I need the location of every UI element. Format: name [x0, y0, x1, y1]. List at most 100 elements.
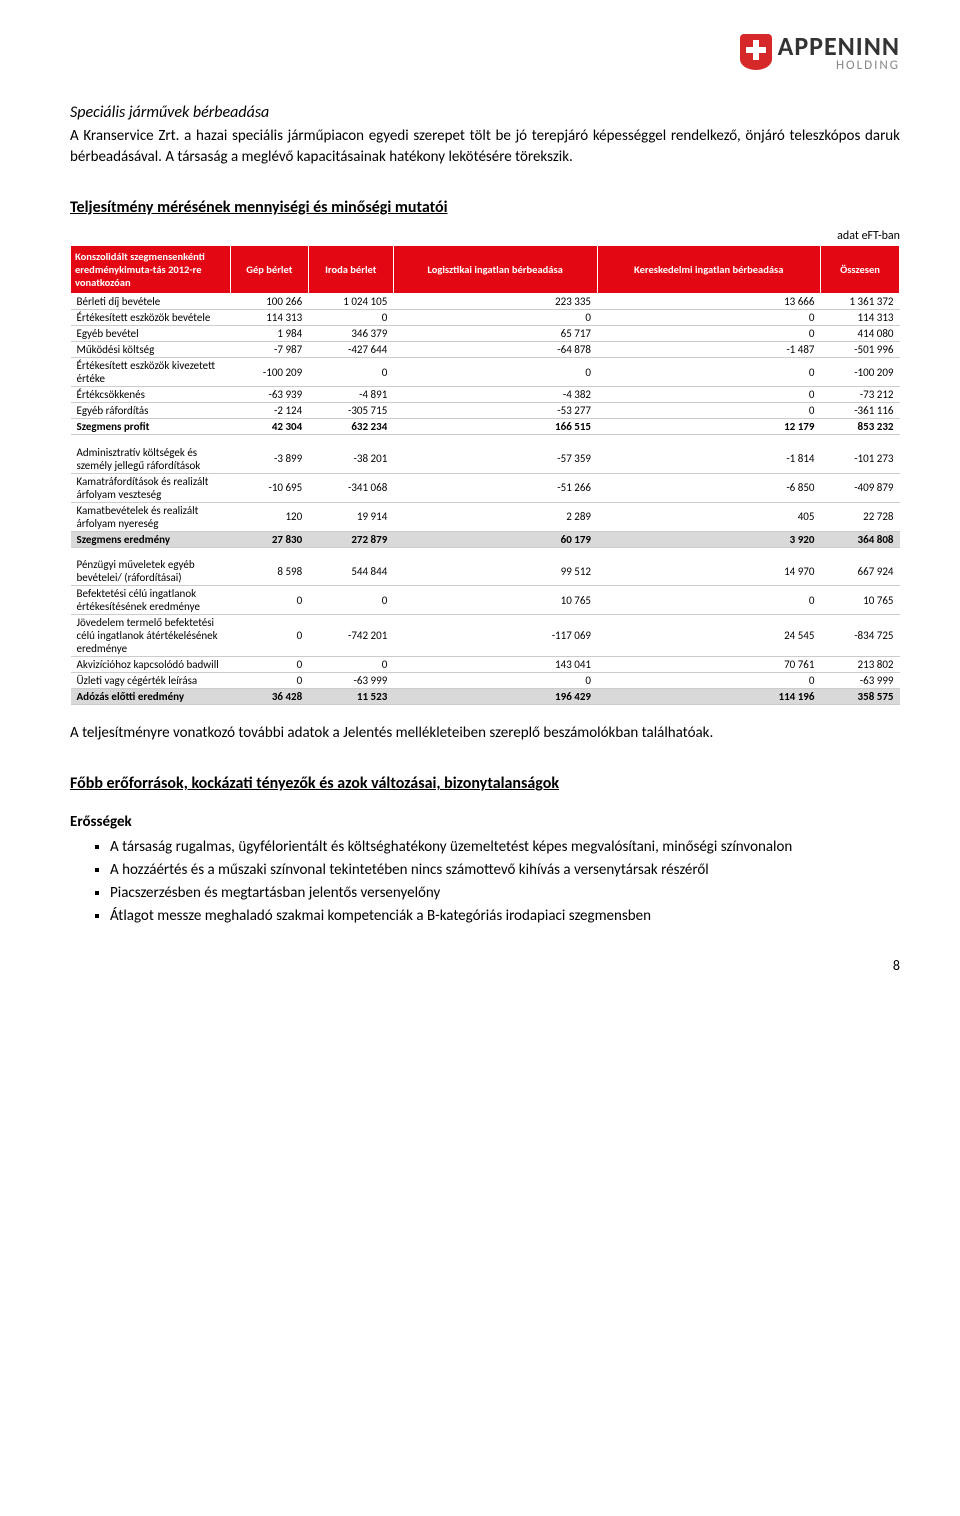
row-label: Jövedelem termelő befektetési célú ingat… — [71, 615, 231, 657]
row-label: Egyéb bevétel — [71, 326, 231, 342]
cell: 0 — [393, 673, 597, 689]
intro-paragraph: A Kranservice Zrt. a hazai speciális jár… — [70, 126, 900, 168]
cell: 0 — [308, 310, 393, 326]
cell: 24 545 — [597, 615, 820, 657]
cell: 0 — [393, 358, 597, 387]
cell: -64 878 — [393, 342, 597, 358]
cell: -305 715 — [308, 403, 393, 419]
cell: 0 — [597, 387, 820, 403]
cell: 143 041 — [393, 657, 597, 673]
col-1: Gép bérlet — [231, 246, 309, 294]
cell: -501 996 — [820, 342, 899, 358]
row-label: Adminisztratív költségek és személy jell… — [71, 445, 231, 474]
row-label: Bérleti díj bevétele — [71, 294, 231, 310]
cell: 364 808 — [820, 531, 899, 547]
table-row: Bérleti díj bevétele100 2661 024 105223 … — [71, 294, 900, 310]
cell: 19 914 — [308, 502, 393, 531]
table-row: Adózás előtti eredmény36 42811 523196 42… — [71, 689, 900, 705]
unit-label: adat eFT-ban — [70, 229, 900, 243]
cell: 0 — [308, 657, 393, 673]
cell: -3 899 — [231, 445, 309, 474]
cell: -361 116 — [820, 403, 899, 419]
cell: 1 984 — [231, 326, 309, 342]
cell: 65 717 — [393, 326, 597, 342]
table-row: Szegmens eredmény27 830272 87960 1793 92… — [71, 531, 900, 547]
col-4: Kereskedelmi ingatlan bérbeadása — [597, 246, 820, 294]
cell: 114 313 — [820, 310, 899, 326]
cell: 632 234 — [308, 419, 393, 435]
cell: 0 — [393, 310, 597, 326]
col-rowhead: Konszolidált szegmensenkénti eredménykim… — [71, 246, 231, 294]
table-row: Jövedelem termelő befektetési célú ingat… — [71, 615, 900, 657]
cell: 213 802 — [820, 657, 899, 673]
intro-title: Speciális járművek bérbeadása — [70, 103, 900, 122]
cell: 114 196 — [597, 689, 820, 705]
cell: 544 844 — [308, 557, 393, 586]
cell: 1 024 105 — [308, 294, 393, 310]
cell: 223 335 — [393, 294, 597, 310]
list-item: A hozzáértés és a műszaki színvonal teki… — [110, 860, 900, 881]
cell: -63 939 — [231, 387, 309, 403]
row-label: Szegmens eredmény — [71, 531, 231, 547]
row-label: Üzleti vagy cégérték leírása — [71, 673, 231, 689]
cell: 0 — [597, 310, 820, 326]
row-label: Szegmens profit — [71, 419, 231, 435]
cell: 358 575 — [820, 689, 899, 705]
cell: 99 512 — [393, 557, 597, 586]
cell: 0 — [597, 586, 820, 615]
table-row: Kamatráfordítások és realizált árfolyam … — [71, 473, 900, 502]
cell: -63 999 — [308, 673, 393, 689]
cell: -1 487 — [597, 342, 820, 358]
cell: -10 695 — [231, 473, 309, 502]
cell: -6 850 — [597, 473, 820, 502]
cell: 3 920 — [597, 531, 820, 547]
segment-table: Konszolidált szegmensenkénti eredménykim… — [70, 245, 900, 705]
cell: 100 266 — [231, 294, 309, 310]
cell: 0 — [231, 615, 309, 657]
list-item: Átlagot messze meghaladó szakmai kompete… — [110, 906, 900, 927]
logo-text-block: APPENINN HOLDING — [778, 30, 900, 73]
row-label: Kamatráfordítások és realizált árfolyam … — [71, 473, 231, 502]
col-3: Logisztikai ingatlan bérbeadása — [393, 246, 597, 294]
cell: 60 179 — [393, 531, 597, 547]
cell: -1 814 — [597, 445, 820, 474]
cell: 414 080 — [820, 326, 899, 342]
cell: -73 212 — [820, 387, 899, 403]
cell: 667 924 — [820, 557, 899, 586]
cell: 14 970 — [597, 557, 820, 586]
cell: 0 — [597, 358, 820, 387]
cell: 27 830 — [231, 531, 309, 547]
cell: -100 209 — [820, 358, 899, 387]
cell: -4 891 — [308, 387, 393, 403]
cell: -53 277 — [393, 403, 597, 419]
cell: 2 289 — [393, 502, 597, 531]
cell: -742 201 — [308, 615, 393, 657]
cell: 8 598 — [231, 557, 309, 586]
cell: -4 382 — [393, 387, 597, 403]
cell: -409 879 — [820, 473, 899, 502]
cell: 1 361 372 — [820, 294, 899, 310]
cell: 114 313 — [231, 310, 309, 326]
cell: 0 — [308, 586, 393, 615]
cell: 0 — [231, 586, 309, 615]
cell: 36 428 — [231, 689, 309, 705]
cell: -51 266 — [393, 473, 597, 502]
brand-logo: APPENINN HOLDING — [70, 30, 900, 73]
cell: -341 068 — [308, 473, 393, 502]
table-heading: Teljesítmény mérésének mennyiségi és min… — [70, 198, 900, 217]
cell: -38 201 — [308, 445, 393, 474]
row-label: Működési költség — [71, 342, 231, 358]
cell: -2 124 — [231, 403, 309, 419]
cell: 10 765 — [393, 586, 597, 615]
cell: 0 — [597, 673, 820, 689]
row-label: Egyéb ráfordítás — [71, 403, 231, 419]
table-row: Üzleti vagy cégérték leírása0-63 99900-6… — [71, 673, 900, 689]
cell: 196 429 — [393, 689, 597, 705]
cell: -63 999 — [820, 673, 899, 689]
cell: -834 725 — [820, 615, 899, 657]
list-item: Piacszerzésben és megtartásban jelentős … — [110, 883, 900, 904]
cell: 42 304 — [231, 419, 309, 435]
cell: -7 987 — [231, 342, 309, 358]
cell: 166 515 — [393, 419, 597, 435]
cell: 0 — [597, 326, 820, 342]
